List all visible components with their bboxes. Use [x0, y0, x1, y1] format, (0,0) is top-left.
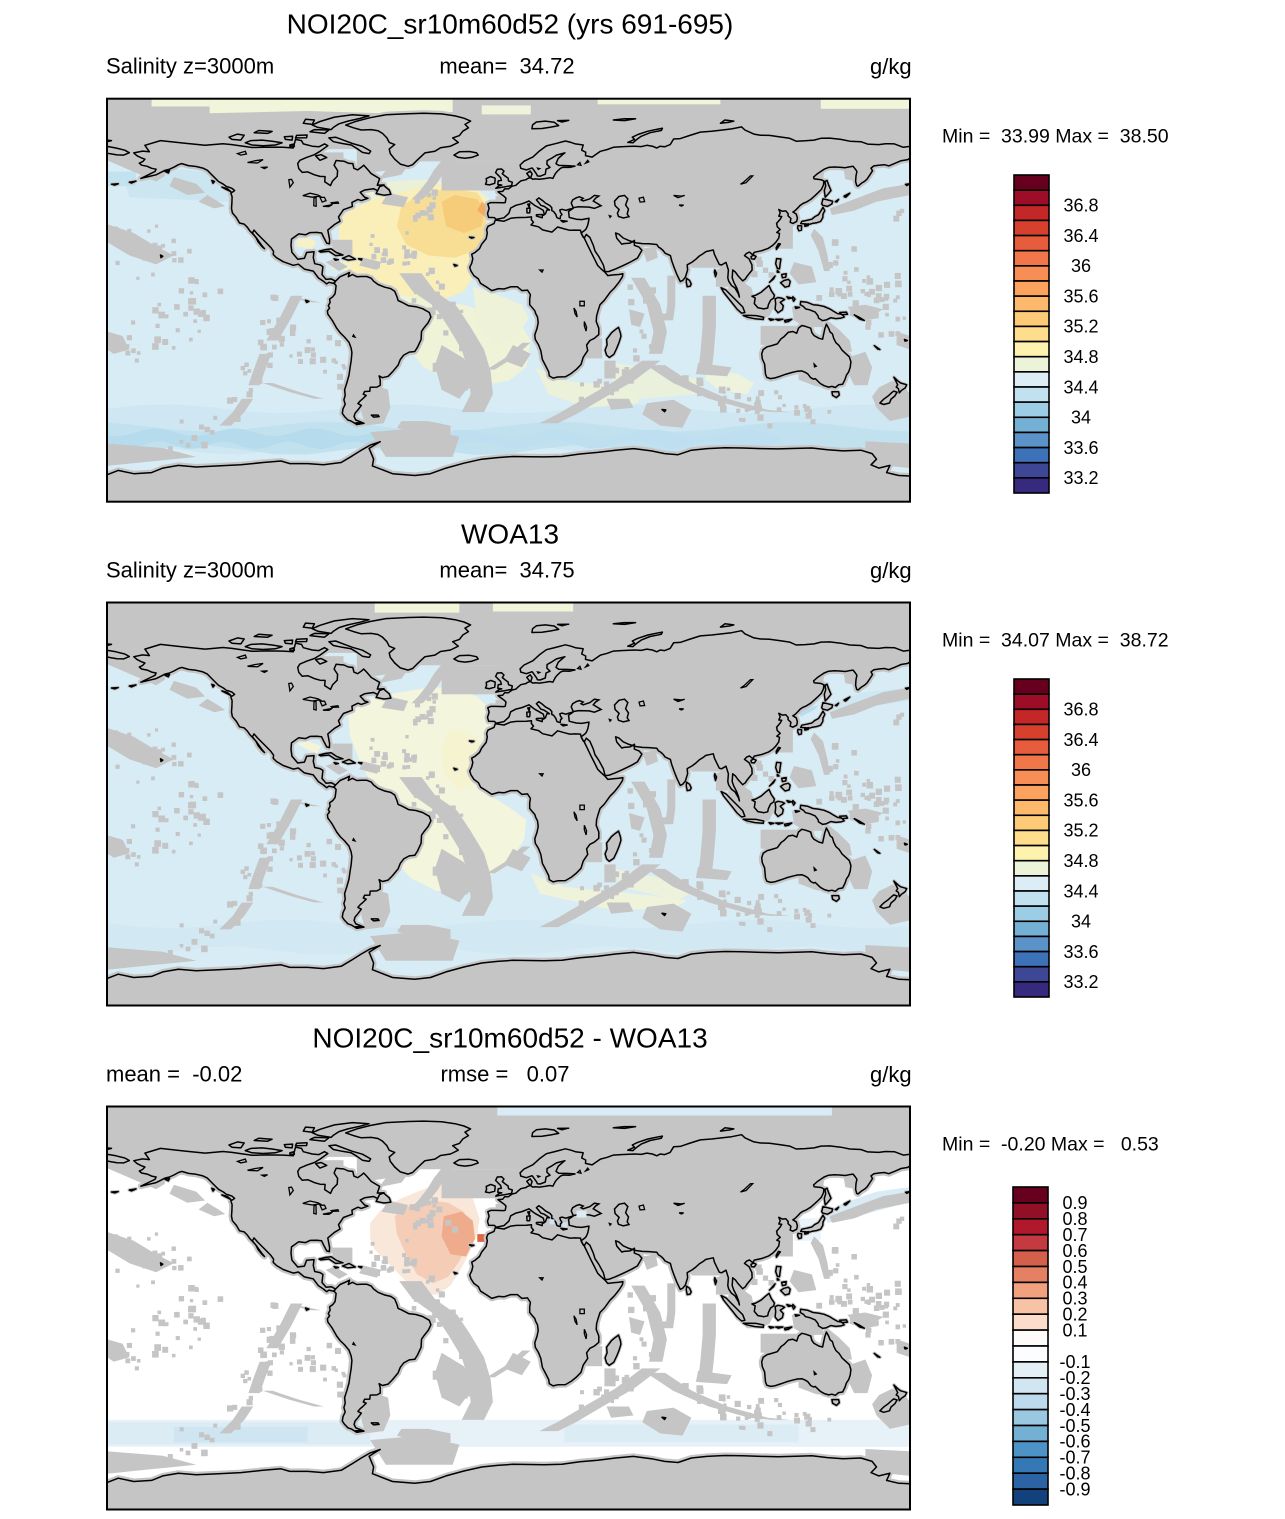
svg-text:33.2: 33.2 — [1063, 972, 1098, 992]
svg-text:35.6: 35.6 — [1063, 286, 1098, 306]
svg-text:0.9: 0.9 — [1062, 1193, 1087, 1213]
svg-text:-0.8: -0.8 — [1059, 1464, 1090, 1484]
svg-text:34.8: 34.8 — [1063, 851, 1098, 871]
svg-text:rmse = 0.07: rmse = 0.07 — [440, 1062, 569, 1087]
svg-text:Salinity z=3000m: Salinity z=3000m — [106, 558, 274, 583]
svg-text:35.2: 35.2 — [1063, 317, 1098, 337]
svg-text:35.2: 35.2 — [1063, 821, 1098, 841]
svg-text:WOA13: WOA13 — [461, 519, 559, 550]
svg-text:NOI20C_sr10m60d52 (yrs 691-695: NOI20C_sr10m60d52 (yrs 691-695) — [287, 9, 734, 40]
svg-text:0.8: 0.8 — [1062, 1209, 1087, 1229]
svg-text:g/kg: g/kg — [870, 558, 912, 583]
svg-text:36.8: 36.8 — [1063, 700, 1098, 720]
svg-text:34: 34 — [1071, 912, 1091, 932]
svg-text:0.1: 0.1 — [1062, 1320, 1087, 1340]
svg-text:33.6: 33.6 — [1063, 942, 1098, 962]
svg-text:36: 36 — [1071, 256, 1091, 276]
svg-text:0.5: 0.5 — [1062, 1257, 1087, 1277]
svg-text:0.3: 0.3 — [1062, 1289, 1087, 1309]
svg-text:-0.7: -0.7 — [1059, 1448, 1090, 1468]
svg-text:-0.3: -0.3 — [1059, 1384, 1090, 1404]
svg-text:-0.6: -0.6 — [1059, 1432, 1090, 1452]
svg-text:34.8: 34.8 — [1063, 347, 1098, 367]
svg-text:-0.1: -0.1 — [1059, 1352, 1090, 1372]
svg-text:mean= 34.72: mean= 34.72 — [439, 54, 574, 79]
svg-text:34.4: 34.4 — [1063, 377, 1098, 397]
svg-text:0.7: 0.7 — [1062, 1225, 1087, 1245]
svg-text:mean = -0.02: mean = -0.02 — [106, 1062, 242, 1087]
svg-text:36.8: 36.8 — [1063, 196, 1098, 216]
svg-text:33.6: 33.6 — [1063, 438, 1098, 458]
svg-text:NOI20C_sr10m60d52 - WOA13: NOI20C_sr10m60d52 - WOA13 — [312, 1023, 707, 1054]
svg-text:35.6: 35.6 — [1063, 790, 1098, 810]
svg-text:g/kg: g/kg — [870, 54, 912, 79]
svg-text:-0.2: -0.2 — [1059, 1368, 1090, 1388]
svg-text:-0.4: -0.4 — [1059, 1400, 1090, 1420]
svg-text:0.6: 0.6 — [1062, 1241, 1087, 1261]
svg-text:-0.9: -0.9 — [1059, 1479, 1090, 1499]
svg-text:33.2: 33.2 — [1063, 468, 1098, 488]
svg-text:0.4: 0.4 — [1062, 1273, 1087, 1293]
svg-text:mean= 34.75: mean= 34.75 — [439, 558, 574, 583]
svg-text:Min = -0.20 Max = 0.53: Min = -0.20 Max = 0.53 — [942, 1134, 1159, 1156]
svg-text:Salinity z=3000m: Salinity z=3000m — [106, 54, 274, 79]
svg-text:34: 34 — [1071, 408, 1091, 428]
svg-text:36.4: 36.4 — [1063, 226, 1098, 246]
svg-text:34.4: 34.4 — [1063, 881, 1098, 901]
svg-text:Min = 34.07 Max = 38.72: Min = 34.07 Max = 38.72 — [942, 630, 1169, 652]
svg-text:-0.5: -0.5 — [1059, 1416, 1090, 1436]
svg-text:0.2: 0.2 — [1062, 1305, 1087, 1325]
svg-text:g/kg: g/kg — [870, 1062, 912, 1087]
svg-text:36.4: 36.4 — [1063, 730, 1098, 750]
svg-text:36: 36 — [1071, 760, 1091, 780]
svg-text:Min = 33.99 Max = 38.50: Min = 33.99 Max = 38.50 — [942, 126, 1169, 148]
